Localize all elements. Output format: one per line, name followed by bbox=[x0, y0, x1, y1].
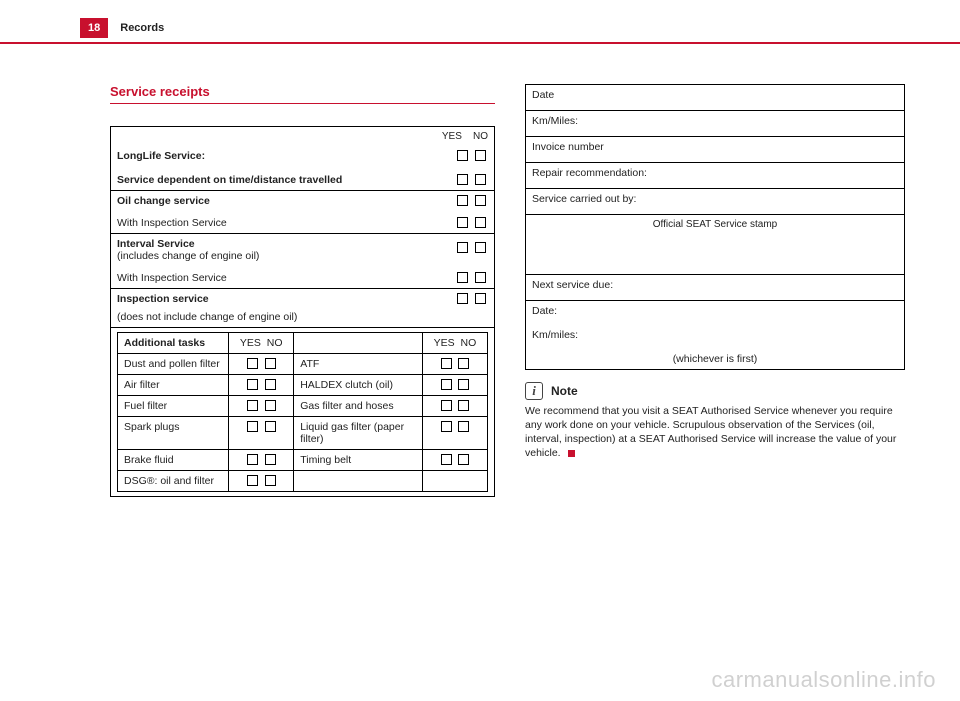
checkbox[interactable] bbox=[475, 293, 486, 304]
note-body: We recommend that you visit a SEAT Autho… bbox=[525, 404, 905, 461]
longlife-label: LongLife Service: bbox=[117, 150, 205, 162]
checkbox[interactable] bbox=[265, 400, 276, 411]
date-field: Date bbox=[526, 84, 905, 110]
whichever-label: (whichever is first) bbox=[532, 353, 898, 365]
timedist-label: Service dependent on time/distance trave… bbox=[117, 174, 342, 186]
page-header: 18 Records bbox=[0, 0, 960, 38]
end-marker-icon bbox=[568, 450, 575, 457]
repair-field: Repair recommendation: bbox=[526, 162, 905, 188]
checkbox[interactable] bbox=[457, 293, 468, 304]
checkbox[interactable] bbox=[247, 475, 258, 486]
info-icon: i bbox=[525, 382, 543, 400]
checkbox[interactable] bbox=[475, 242, 486, 253]
checkbox[interactable] bbox=[441, 400, 452, 411]
addheader-label: Additional tasks bbox=[118, 332, 229, 353]
checkbox[interactable] bbox=[458, 358, 469, 369]
add-item: Liquid gas filter (paper filter) bbox=[294, 416, 423, 449]
checkbox[interactable] bbox=[441, 379, 452, 390]
stamp-field: Official SEAT Service stamp bbox=[526, 214, 905, 274]
checkbox[interactable] bbox=[265, 379, 276, 390]
checkbox[interactable] bbox=[458, 400, 469, 411]
invoice-field: Invoice number bbox=[526, 136, 905, 162]
checkbox[interactable] bbox=[458, 379, 469, 390]
checkbox[interactable] bbox=[458, 421, 469, 432]
add-item: Spark plugs bbox=[118, 416, 229, 449]
left-column: Service receipts YES NO LongLife Service… bbox=[110, 84, 495, 497]
checkbox[interactable] bbox=[457, 217, 468, 228]
interval-row: Interval Service (includes change of eng… bbox=[111, 233, 495, 288]
add-item: Gas filter and hoses bbox=[294, 395, 423, 416]
interval-label: Interval Service bbox=[117, 238, 195, 250]
add-item: ATF bbox=[294, 353, 423, 374]
carriedout-field: Service carried out by: bbox=[526, 188, 905, 214]
receipts-heading: Service receipts bbox=[110, 84, 495, 104]
checkbox[interactable] bbox=[265, 475, 276, 486]
checkbox[interactable] bbox=[247, 358, 258, 369]
inspection-sub: (does not include change of engine oil) bbox=[117, 311, 297, 323]
km-field: Km/Miles: bbox=[526, 110, 905, 136]
checkbox[interactable] bbox=[247, 379, 258, 390]
add-item: Dust and pollen filter bbox=[118, 353, 229, 374]
withinsp1-label: With Inspection Service bbox=[117, 217, 227, 229]
yn-header-row: YES NO LongLife Service: Service depende… bbox=[111, 126, 495, 190]
add-item: Air filter bbox=[118, 374, 229, 395]
checkbox[interactable] bbox=[247, 421, 258, 432]
date2-field: Date: bbox=[532, 305, 898, 323]
add-item: DSG®: oil and filter bbox=[118, 470, 229, 491]
content-area: Service receipts YES NO LongLife Service… bbox=[0, 44, 960, 497]
checkbox[interactable] bbox=[265, 454, 276, 465]
additional-tasks-table: Additional tasks YES NO YES NO Dust and … bbox=[117, 332, 488, 492]
interval-sub: (includes change of engine oil) bbox=[117, 250, 259, 262]
additional-tasks-row: Additional tasks YES NO YES NO Dust and … bbox=[111, 327, 495, 496]
note-title: Note bbox=[551, 384, 578, 398]
checkbox[interactable] bbox=[265, 421, 276, 432]
withinsp2-label: With Inspection Service bbox=[117, 272, 227, 284]
inspection-label: Inspection service bbox=[117, 293, 209, 305]
add-item: Brake fluid bbox=[118, 449, 229, 470]
checkbox[interactable] bbox=[457, 272, 468, 283]
checkbox[interactable] bbox=[457, 174, 468, 185]
checkbox[interactable] bbox=[441, 358, 452, 369]
checkbox[interactable] bbox=[475, 272, 486, 283]
checkbox[interactable] bbox=[475, 150, 486, 161]
oilchange-label: Oil change service bbox=[117, 195, 210, 207]
yes-label: YES bbox=[442, 131, 462, 142]
checkbox[interactable] bbox=[247, 400, 258, 411]
service-table: YES NO LongLife Service: Service depende… bbox=[110, 126, 495, 497]
checkbox[interactable] bbox=[265, 358, 276, 369]
checkbox[interactable] bbox=[247, 454, 258, 465]
right-column: Date Km/Miles: Invoice number Repair rec… bbox=[525, 84, 905, 497]
checkbox[interactable] bbox=[457, 195, 468, 206]
inspection-row: Inspection service (does not include cha… bbox=[111, 288, 495, 327]
add-item: Fuel filter bbox=[118, 395, 229, 416]
add-item: Timing belt bbox=[294, 449, 423, 470]
page-number-badge: 18 bbox=[80, 18, 108, 38]
checkbox[interactable] bbox=[475, 174, 486, 185]
km2-field: Km/miles: bbox=[532, 329, 898, 347]
checkbox[interactable] bbox=[441, 421, 452, 432]
oilchange-row: Oil change service With Inspection Servi… bbox=[111, 190, 495, 233]
watermark: carmanualsonline.info bbox=[711, 667, 936, 693]
checkbox[interactable] bbox=[458, 454, 469, 465]
section-title: Records bbox=[120, 22, 164, 34]
checkbox[interactable] bbox=[441, 454, 452, 465]
add-item: HALDEX clutch (oil) bbox=[294, 374, 423, 395]
checkbox[interactable] bbox=[475, 195, 486, 206]
note-header: i Note bbox=[525, 382, 905, 400]
checkbox[interactable] bbox=[457, 242, 468, 253]
service-details-table: Date Km/Miles: Invoice number Repair rec… bbox=[525, 84, 905, 370]
nextdue-field: Next service due: bbox=[526, 274, 905, 300]
checkbox[interactable] bbox=[457, 150, 468, 161]
checkbox[interactable] bbox=[475, 217, 486, 228]
no-label: NO bbox=[473, 131, 488, 142]
